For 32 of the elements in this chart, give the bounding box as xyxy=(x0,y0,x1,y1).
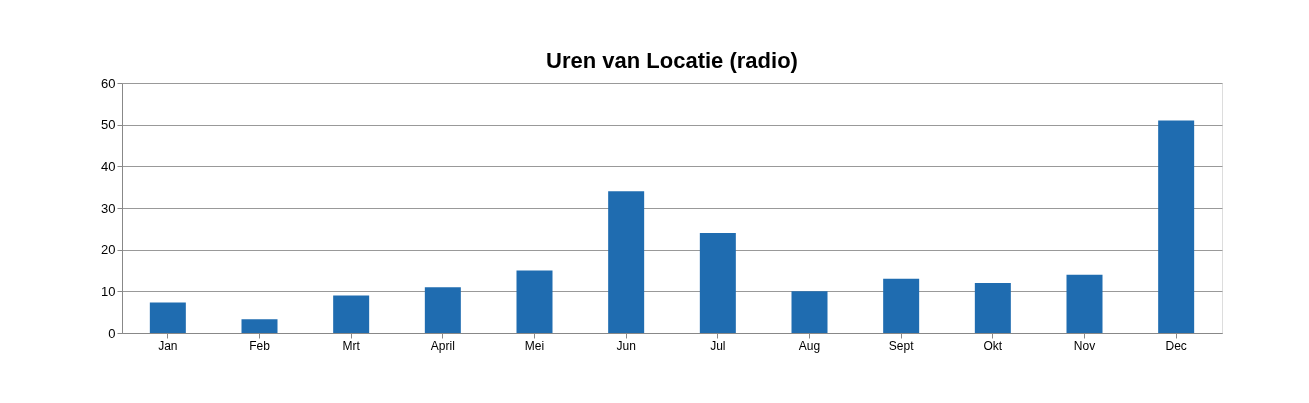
bar xyxy=(791,291,828,333)
x-tick-label: Jul xyxy=(710,338,726,353)
bar xyxy=(1066,274,1103,333)
x-tick-label: Sept xyxy=(888,338,915,353)
y-tick-label: 30 xyxy=(101,200,116,216)
x-tick-label: April xyxy=(430,338,455,353)
x-tick-label: Jan xyxy=(158,338,178,353)
y-tick-label: 0 xyxy=(108,325,116,341)
bar xyxy=(699,233,736,333)
y-tick-label: 10 xyxy=(101,283,116,299)
x-tick-label: Mrt xyxy=(342,338,361,353)
bar xyxy=(149,302,186,333)
y-tick-label: 20 xyxy=(101,242,116,258)
y-tick-label: 60 xyxy=(101,75,116,91)
bar xyxy=(241,319,278,333)
chart-title: Uren van Locatie (radio) xyxy=(546,48,798,73)
x-tick-label: Dec xyxy=(1165,338,1187,353)
bar xyxy=(424,287,461,333)
bar xyxy=(333,295,370,333)
x-tick-label: Nov xyxy=(1073,338,1096,353)
x-tick-label: Okt xyxy=(983,338,1003,353)
bar xyxy=(1158,120,1195,333)
x-tick-label: Mei xyxy=(524,338,545,353)
x-tick-label: Jun xyxy=(616,338,636,353)
x-tick-label: Feb xyxy=(249,338,271,353)
bar xyxy=(883,278,920,333)
y-tick-label: 50 xyxy=(101,117,116,133)
x-tick-label: Aug xyxy=(798,338,821,353)
bar xyxy=(974,283,1011,333)
y-tick-label: 40 xyxy=(101,158,116,174)
bar xyxy=(608,191,645,333)
bar xyxy=(516,270,553,333)
